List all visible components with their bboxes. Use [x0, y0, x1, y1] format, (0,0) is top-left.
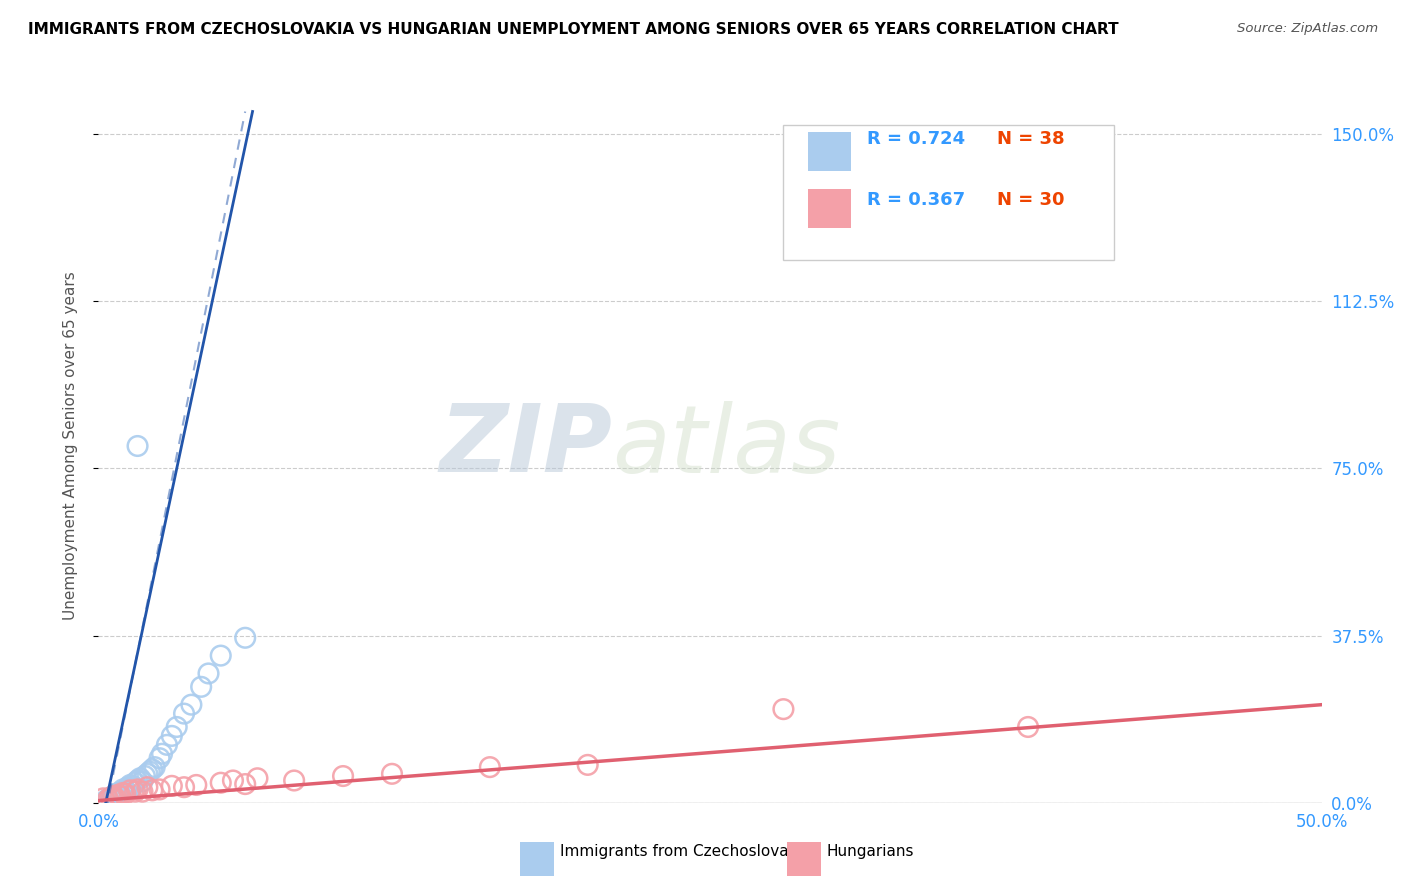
Y-axis label: Unemployment Among Seniors over 65 years: Unemployment Among Seniors over 65 years [63, 272, 77, 620]
Point [150, 747, 173, 761]
Point [197, 666, 219, 681]
Point [131, 774, 153, 789]
Point [1017, 720, 1039, 734]
Point [149, 782, 172, 797]
Text: Immigrants from Czechoslovakia: Immigrants from Czechoslovakia [560, 845, 811, 859]
Point [127, 439, 149, 453]
Point [110, 789, 132, 803]
Point [160, 779, 183, 793]
Point [127, 782, 149, 797]
FancyBboxPatch shape [808, 189, 851, 228]
Point [107, 788, 129, 802]
Point [143, 760, 166, 774]
Point [107, 786, 129, 800]
Point [101, 789, 124, 803]
Point [91, 791, 114, 805]
Point [124, 775, 146, 790]
Point [104, 791, 127, 805]
Point [104, 791, 127, 805]
Text: ZIP: ZIP [439, 400, 612, 492]
Text: R = 0.367: R = 0.367 [866, 191, 965, 209]
Text: N = 30: N = 30 [997, 191, 1064, 209]
Point [114, 787, 136, 801]
Point [114, 783, 136, 797]
Point [101, 789, 124, 803]
Point [121, 779, 143, 793]
Point [173, 706, 195, 721]
Text: N = 38: N = 38 [997, 130, 1066, 148]
Point [111, 782, 134, 797]
Point [173, 780, 195, 794]
Point [107, 789, 129, 803]
Point [136, 766, 159, 781]
Point [100, 790, 122, 805]
Text: IMMIGRANTS FROM CZECHOSLOVAKIA VS HUNGARIAN UNEMPLOYMENT AMONG SENIORS OVER 65 Y: IMMIGRANTS FROM CZECHOSLOVAKIA VS HUNGAR… [28, 22, 1119, 37]
Point [136, 780, 159, 794]
Point [186, 778, 208, 792]
Text: atlas: atlas [612, 401, 841, 491]
Point [156, 738, 179, 752]
Point [134, 769, 156, 783]
Point [141, 783, 163, 797]
Point [576, 757, 599, 772]
Point [97, 792, 120, 806]
Point [233, 631, 256, 645]
Point [101, 790, 124, 805]
Point [478, 760, 501, 774]
Point [120, 778, 142, 792]
Text: Source: ZipAtlas.com: Source: ZipAtlas.com [1237, 22, 1378, 36]
Point [120, 783, 142, 797]
Point [381, 766, 404, 781]
Point [246, 771, 269, 786]
Point [190, 680, 212, 694]
Point [180, 698, 202, 712]
Point [94, 794, 117, 808]
Text: Hungarians: Hungarians [827, 845, 914, 859]
Point [233, 777, 256, 791]
FancyBboxPatch shape [783, 125, 1114, 260]
Point [111, 785, 134, 799]
Point [332, 769, 354, 783]
Point [160, 729, 183, 743]
Point [209, 775, 232, 790]
Point [97, 792, 120, 806]
Point [127, 773, 149, 788]
Point [209, 648, 232, 663]
FancyBboxPatch shape [808, 132, 851, 171]
Point [139, 764, 162, 779]
Point [129, 771, 152, 786]
Point [131, 785, 153, 799]
Point [283, 773, 305, 788]
Point [100, 791, 122, 805]
Point [110, 787, 132, 801]
Point [772, 702, 794, 716]
Point [141, 762, 163, 776]
Point [166, 720, 188, 734]
Point [222, 773, 245, 788]
Text: R = 0.724: R = 0.724 [866, 130, 965, 148]
Point [117, 780, 139, 794]
Point [149, 751, 172, 765]
Point [120, 781, 142, 796]
Point [111, 786, 134, 800]
Point [124, 785, 146, 799]
Point [104, 788, 127, 802]
